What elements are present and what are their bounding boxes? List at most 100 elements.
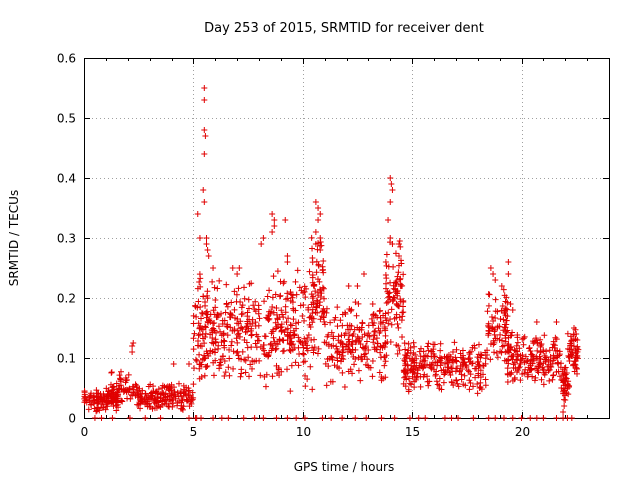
data-point: [216, 277, 223, 284]
data-point: [378, 354, 385, 361]
data-point: [411, 343, 418, 350]
data-point: [399, 313, 406, 320]
data-point: [514, 331, 521, 338]
data-point: [98, 396, 105, 403]
data-point: [548, 364, 555, 371]
data-point: [273, 323, 280, 330]
data-point: [393, 289, 400, 295]
data-point: [212, 297, 219, 304]
data-point: [319, 284, 326, 291]
data-point: [403, 352, 410, 359]
data-point: [342, 330, 349, 337]
data-point: [180, 392, 187, 399]
data-point: [323, 382, 330, 389]
data-point: [437, 362, 444, 369]
data-point: [157, 415, 164, 421]
data-point: [304, 347, 311, 354]
data-point: [210, 415, 217, 421]
data-point: [394, 350, 401, 357]
data-point: [354, 283, 361, 289]
data-point: [276, 293, 283, 300]
data-point: [561, 403, 568, 409]
data-point: [87, 393, 94, 400]
data-point: [466, 368, 473, 375]
data-point: [170, 400, 177, 407]
data-point: [284, 325, 291, 332]
data-point: [271, 217, 278, 223]
data-point: [485, 415, 492, 421]
data-point: [234, 339, 241, 346]
data-point: [264, 293, 271, 300]
data-point: [322, 360, 329, 367]
data-point: [347, 366, 354, 373]
data-point: [142, 390, 149, 397]
data-point: [178, 393, 185, 400]
data-point: [387, 316, 394, 323]
data-point: [510, 352, 517, 359]
data-point: [424, 343, 431, 350]
data-point: [564, 330, 571, 337]
data-point: [86, 398, 93, 405]
data-point: [546, 347, 553, 354]
data-point: [95, 404, 102, 411]
data-point: [394, 321, 401, 328]
data-point: [383, 352, 390, 359]
data-point: [293, 325, 300, 332]
data-point: [501, 321, 508, 328]
data-point: [309, 279, 316, 286]
data-point: [388, 306, 395, 313]
data-point: [256, 315, 263, 322]
data-point: [533, 365, 540, 372]
data-point: [532, 335, 539, 342]
data-point: [339, 322, 346, 329]
data-point: [504, 327, 511, 334]
data-point: [298, 287, 305, 294]
data-point: [541, 371, 548, 378]
data-point: [396, 241, 402, 247]
data-point: [446, 369, 453, 376]
data-point: [371, 328, 378, 335]
data-point: [563, 375, 570, 382]
data-point: [396, 253, 402, 259]
x-tick-label: 0: [81, 425, 89, 439]
data-point: [222, 369, 229, 376]
data-point: [499, 343, 506, 350]
data-point: [200, 187, 207, 193]
data-point: [561, 390, 568, 397]
data-point: [195, 337, 202, 344]
data-point: [574, 337, 581, 344]
data-point: [226, 346, 233, 353]
data-point: [470, 415, 477, 421]
data-point: [448, 379, 455, 386]
data-point: [201, 199, 208, 205]
data-point: [566, 358, 573, 365]
data-point: [538, 376, 545, 383]
data-point: [209, 278, 216, 285]
data-point: [109, 415, 116, 421]
data-point: [137, 405, 144, 412]
data-point: [201, 352, 208, 359]
data-point: [390, 282, 397, 289]
data-point: [417, 383, 424, 390]
data-point: [484, 308, 491, 315]
data-point: [201, 151, 208, 157]
data-point: [428, 361, 435, 368]
data-point: [349, 338, 356, 345]
data-point: [362, 361, 369, 368]
data-point: [362, 350, 369, 357]
data-point: [157, 390, 164, 397]
data-point: [336, 365, 343, 372]
data-point: [93, 408, 100, 415]
data-point: [412, 376, 419, 383]
y-tick-labels: 0 0.1 0.2 0.3 0.4 0.5 0.6: [57, 52, 76, 426]
data-point: [537, 356, 544, 362]
data-point: [263, 351, 270, 358]
data-point: [282, 217, 289, 223]
data-point: [118, 385, 125, 392]
data-point: [174, 402, 181, 409]
data-point: [492, 335, 499, 342]
data-point: [509, 377, 516, 384]
data-point: [320, 285, 327, 292]
data-point: [224, 321, 231, 328]
data-point: [287, 347, 294, 354]
